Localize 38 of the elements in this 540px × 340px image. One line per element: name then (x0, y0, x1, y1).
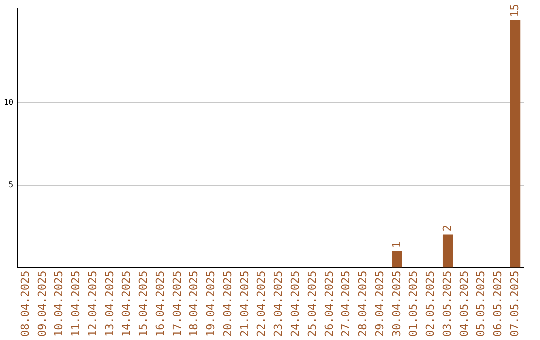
data-label: 2 (440, 225, 454, 232)
x-tick-label: 17.04.2025 (170, 270, 184, 338)
y-tick-label: 5 (8, 180, 14, 190)
x-tick-label: 11.04.2025 (70, 270, 83, 338)
x-tick-label: 12.04.2025 (86, 270, 100, 338)
y-tick-label: 10 (4, 98, 14, 107)
x-tick-label: 03.05.2025 (440, 270, 454, 338)
x-tick-label: 02.05.2025 (424, 270, 438, 338)
x-tick-label: 29.04.2025 (373, 270, 386, 338)
x-tick-label: 07.05.2025 (508, 270, 522, 338)
x-tick-label: 19.04.2025 (204, 270, 218, 338)
x-tick-label: 25.04.2025 (306, 270, 319, 338)
x-tick-label: 18.04.2025 (188, 270, 201, 338)
x-tick-label: 14.04.2025 (120, 270, 134, 338)
bar (442, 234, 454, 268)
x-tick-label: 08.04.2025 (18, 270, 32, 338)
x-tick-label: 15.04.2025 (137, 270, 150, 338)
data-label: 1 (390, 242, 404, 248)
x-tick-label: 30.04.2025 (390, 270, 404, 338)
x-tick-label: 13.04.2025 (103, 270, 116, 338)
x-tick-label: 01.05.2025 (407, 270, 420, 338)
x-tick-label: 24.04.2025 (288, 270, 302, 338)
x-tick-label: 16.04.2025 (154, 270, 167, 338)
bar (392, 251, 402, 268)
data-label: 15 (508, 4, 522, 18)
x-tick-label: 27.04.2025 (340, 270, 353, 338)
x-tick-label: 28.04.2025 (356, 270, 370, 338)
x-tick-label: 10.04.2025 (52, 270, 66, 338)
x-tick-label: 22.04.2025 (255, 270, 268, 338)
x-tick-label: 04.05.2025 (458, 270, 471, 338)
x-tick-label: 21.04.2025 (238, 270, 252, 338)
x-tick-label: 09.04.2025 (36, 270, 49, 338)
x-tick-label: 05.05.2025 (474, 270, 488, 338)
x-tick-label: 20.04.2025 (221, 270, 234, 338)
x-tick-label: 26.04.2025 (322, 270, 336, 338)
bar (510, 20, 521, 268)
x-tick-label: 23.04.2025 (272, 270, 286, 338)
x-tick-label: 06.05.2025 (492, 270, 505, 338)
